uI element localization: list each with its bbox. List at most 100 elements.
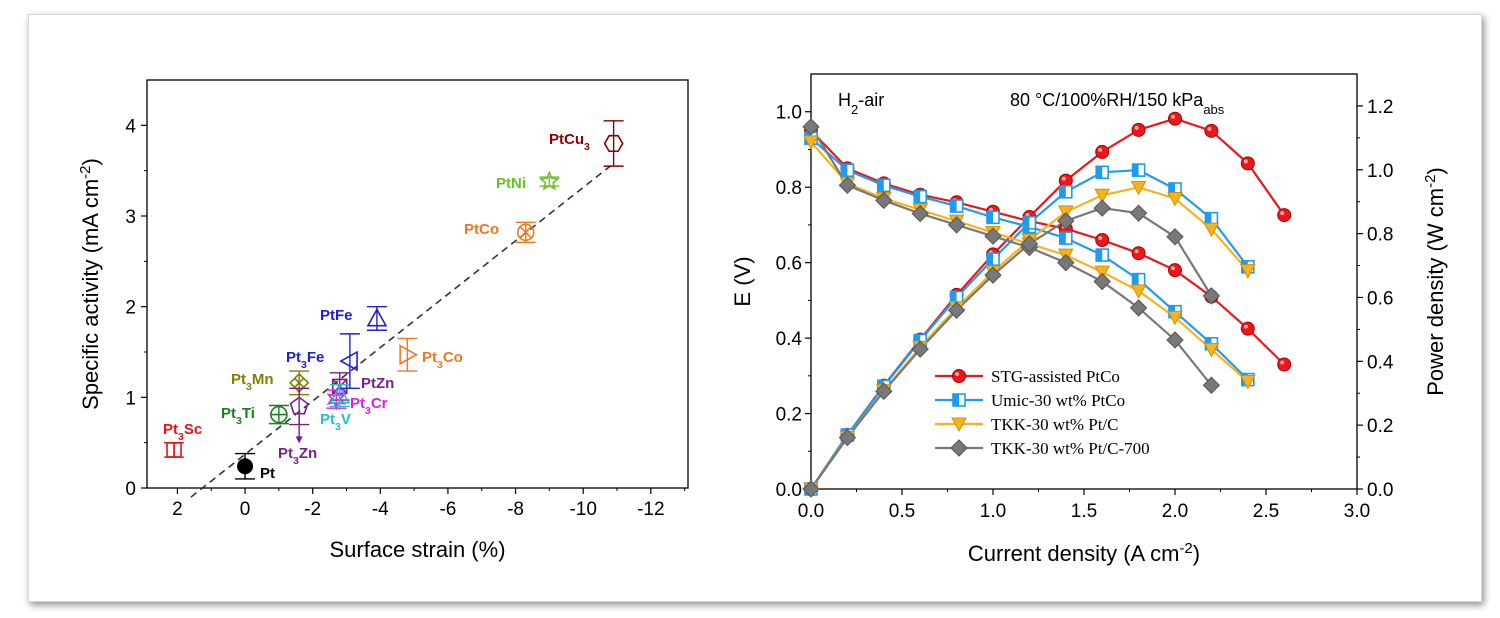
series-1-power-point-half [914,334,921,347]
annotation-gas: H2-air [838,90,884,117]
series-2-voltage-point [1130,284,1147,299]
point-label-pt3fe-suffix: Fe [307,349,325,366]
x-tick-label: 0.5 [889,501,915,522]
y-tick-label: 0.4 [776,329,803,350]
point-label-pt3cr-base: Pt [350,395,365,412]
x-axis-label-main: Current density (A cm [968,541,1180,566]
point-label-pt3sc: Pt3Sc [163,421,202,443]
series-2-power-point [1167,192,1183,207]
series-3-power-point [947,301,966,319]
point-label-ptfe: PtFe [320,307,353,324]
point-label-pt3v-suffix: V [341,411,351,428]
series-3-voltage-point [838,176,857,195]
point-label-pt3fe-sub: 3 [301,359,307,371]
y-tick-label: 0.8 [776,178,802,199]
series-1-voltage-point-half [1096,249,1103,262]
series-3-power-point [984,266,1002,284]
data-point-ptco [516,223,535,242]
y-axis-label: E (V) [730,256,755,306]
x-tick-label: -6 [439,499,456,520]
series-3-voltage-point [911,204,929,223]
data-point-pt3mn-inner [294,377,305,388]
data-point-pt3fe [339,350,358,372]
point-label-pt3ti-base: Pt [221,405,236,422]
point-label-ptfe-base: PtFe [320,307,353,324]
point-label-ptni: PtNi [496,175,526,192]
annotation-gas-main: H [838,90,851,110]
annotation-conditions: 80 °C/100%RH/150 kPaabs [1010,90,1225,117]
point-label-pt3ti-sub: 3 [236,415,242,427]
series-2-power-point [1094,188,1111,204]
series-0-voltage-point [1168,263,1182,278]
series-0-voltage-point-highlight [1171,266,1175,271]
annotation-gas-sub: 2 [851,102,858,117]
point-label-pt-base: Pt [260,465,275,482]
y-axis-label-end: ) [78,158,103,165]
y-tick-label: 1.0 [776,103,802,124]
series-1-power-point-half [1096,166,1103,179]
point-label-ptcu3-sub: 3 [584,141,590,153]
point-label-ptcu3-base: PtCu [549,131,584,148]
series-0-power-point-highlight [1243,159,1248,164]
x-tick-label: 0 [240,499,251,520]
y-tick-label: 0.0 [776,480,802,501]
point-label-pt3cr-sub: 3 [365,405,371,417]
series-0-power-point [1204,123,1219,138]
series-2-voltage-point [1239,374,1256,390]
point-label-pt3sc-base: Pt [163,421,178,438]
point-label-ptzn-base: PtZn [361,375,394,392]
point-label-pt3v: Pt3V [320,411,351,433]
point-label-pt3fe-base: Pt [286,349,301,366]
y-tick-label: 4 [125,116,136,137]
legend-marker-half [953,394,959,406]
series-0-voltage-point-highlight [1134,249,1139,254]
series-0-power-point [1240,156,1255,171]
y-tick-label: 0.2 [776,405,802,426]
series-2-voltage-point [1167,310,1183,326]
series-0-voltage-point-highlight [1243,324,1248,329]
x-tick-label: -4 [372,499,389,520]
series-3-voltage-point [1166,331,1184,349]
point-label-pt3cr-suffix: Cr [371,395,388,412]
y2-tick-label: 0.0 [1367,480,1393,501]
series-0-power-point-highlight [1098,147,1103,152]
left-scatter-chart: 2 0 -2 -4 -6 -8 -10 -12 0 1 2 3 4 Surface strain (%) S… [77,79,689,562]
annotation-conditions-sub: abs [1203,102,1224,117]
point-label-pt: Pt [260,465,275,482]
series-2-voltage-point [803,135,819,150]
series-1-power-point-half [1023,216,1030,229]
y2-axis-label-sup: -2 [1422,175,1439,188]
x-tick-label: 2.5 [1253,501,1279,522]
legend-label: Umic-30 wt% PtCo [991,391,1125,410]
y2-axis-label-main: Power density (W cm [1423,188,1448,396]
x-axis-label: Surface strain (%) [329,537,505,562]
y-tick-label: 1 [125,388,136,409]
y-tick-label: 0.6 [776,254,802,275]
point-label-pt3v-base: Pt [320,411,335,428]
x-tick-label: 2 [172,499,183,520]
series-3-power-point [802,480,820,498]
series-2-power-point [1239,264,1256,279]
data-point-ptni [538,170,560,191]
series-0-power-point [1131,122,1146,137]
series-1-power-point-half [1059,185,1066,198]
point-label-pt3fe: Pt3Fe [286,349,324,371]
x-tick-label: -2 [304,499,321,520]
series-0-power-point [1095,144,1110,159]
y2-tick-label: 1.0 [1367,161,1393,182]
series-0-voltage-point [1240,321,1255,336]
series-2-voltage-point [1094,265,1111,281]
point-label-pt3co: Pt3Co [422,349,463,371]
x-tick-label: 3.0 [1344,501,1370,522]
series-3-power-point [838,428,857,447]
point-label-pt3cr: Pt3Cr [350,395,388,417]
y2-axis-label: Power density (W cm-2) [1422,167,1449,396]
series-1-power-point-half [1169,182,1175,195]
series-1-voltage-point-half [1059,232,1066,245]
point-label-pt3mn-suffix: Mn [252,371,274,388]
series-1-voltage-point-half [987,211,993,224]
x-tick-label: 1.5 [1071,501,1097,522]
legend-label: STG-assisted PtCo [991,367,1120,386]
series-3-voltage-point [1202,376,1221,394]
point-label-pt3sc-suffix: Sc [184,421,202,438]
